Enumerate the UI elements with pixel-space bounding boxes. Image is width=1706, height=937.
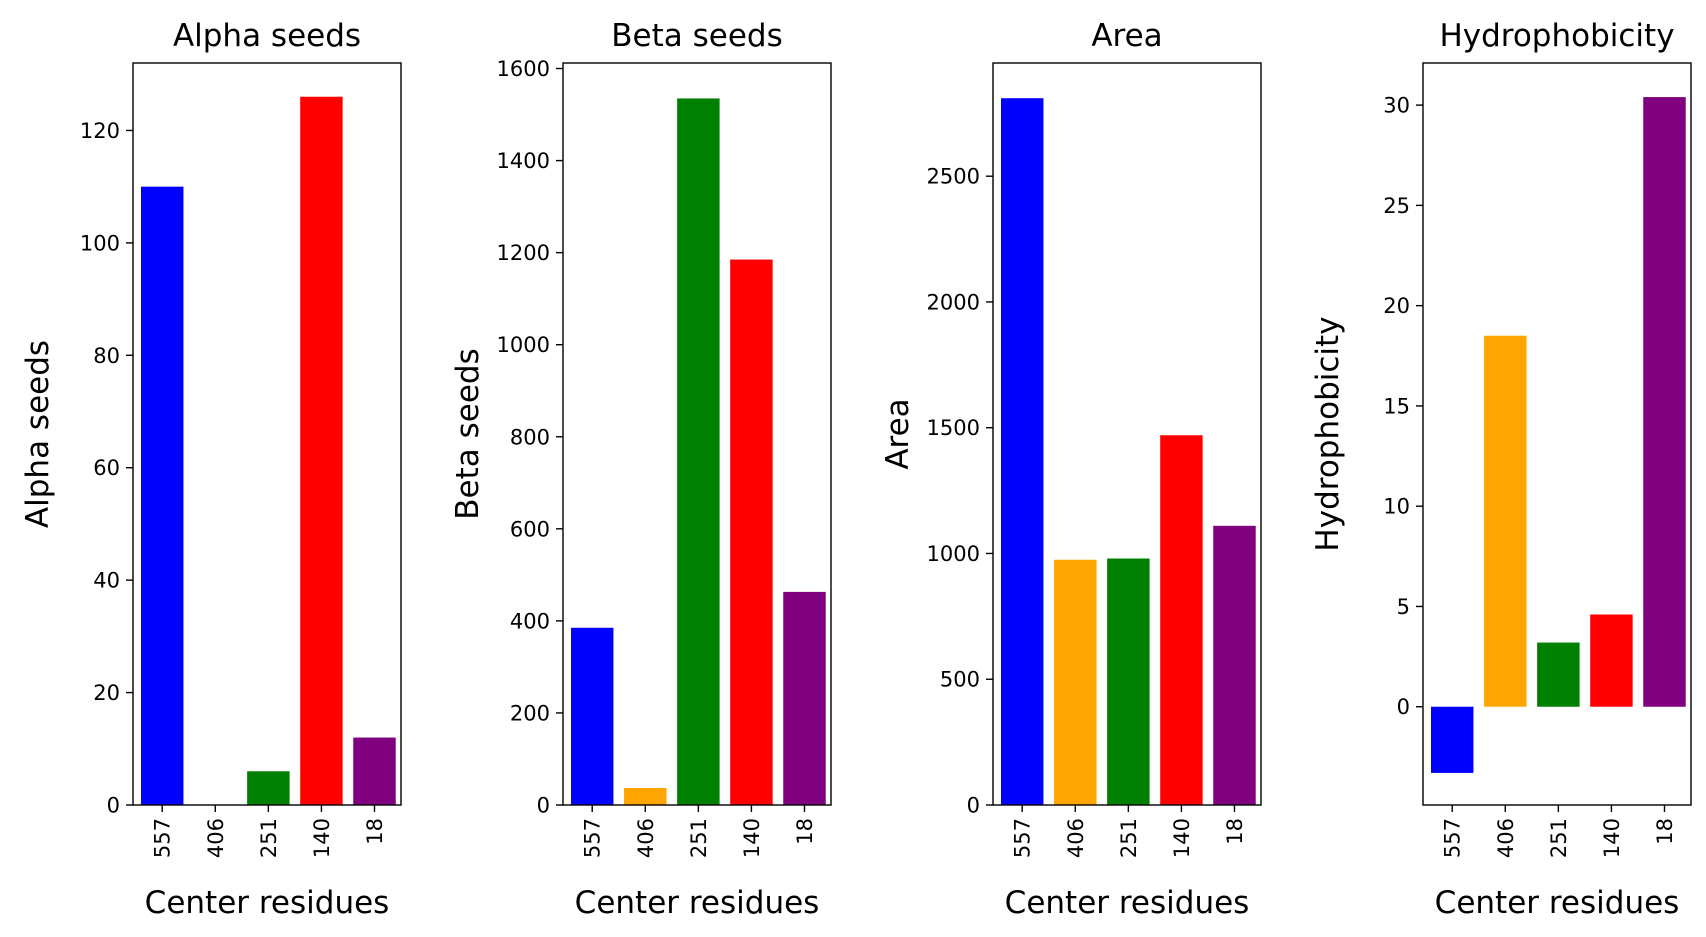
- x-tick-label: 140: [1170, 818, 1194, 858]
- y-axis-label: Beta seeds: [450, 348, 486, 519]
- x-tick-label: 406: [204, 818, 228, 858]
- chart-panel-4: 0 5 10 15 20 25 30 557 406 251 140 18 Hydrophobicity…: [1310, 18, 1692, 921]
- y-tick-label: 80: [93, 344, 120, 368]
- chart-panel-3: 0 500 1000 1500 2000 2500 557 406 251 140 18 Area Ce…: [880, 18, 1262, 921]
- y-tick-label: 1500: [927, 416, 980, 440]
- x-tick-label: 140: [740, 818, 764, 858]
- y-tick-label: 1200: [497, 241, 550, 265]
- bar-557: [1000, 98, 1044, 805]
- x-tick-label: 557: [581, 818, 605, 858]
- panel-title: Area: [1091, 18, 1162, 54]
- y-tick-label: 800: [510, 425, 550, 449]
- x-tick-label: 406: [1064, 818, 1088, 858]
- bar-557: [140, 186, 184, 806]
- x-tick-label: 18: [793, 818, 817, 845]
- bar-18: [353, 737, 396, 805]
- y-tick-label: 600: [510, 517, 550, 541]
- bar-140: [730, 259, 773, 805]
- bar-251: [247, 771, 290, 805]
- x-tick-label: 557: [151, 818, 175, 858]
- y-axis-label: Hydrophobicity: [1310, 316, 1346, 551]
- y-tick-label: 1400: [497, 149, 550, 173]
- axes-frame: [1422, 62, 1692, 806]
- bar-406: [1484, 335, 1527, 707]
- x-tick-label: 251: [1117, 818, 1141, 858]
- bar-251: [677, 98, 720, 805]
- bar-18: [783, 591, 826, 805]
- y-tick-label: 15: [1383, 394, 1410, 418]
- y-tick-label: 2000: [927, 290, 980, 314]
- y-axis-label: Alpha seeds: [20, 340, 56, 528]
- y-tick-label: 0: [537, 794, 550, 818]
- y-tick-label: 2500: [927, 165, 980, 189]
- axes-frame: [132, 62, 402, 806]
- y-tick-label: 1000: [927, 542, 980, 566]
- panel-title: Hydrophobicity: [1439, 18, 1674, 54]
- y-tick-label: 100: [80, 231, 120, 255]
- y-tick-label: 0: [1397, 695, 1410, 719]
- y-tick-label: 0: [107, 794, 120, 818]
- x-axis-label: Center residues: [1435, 885, 1680, 921]
- bar-18: [1643, 97, 1686, 707]
- y-tick-label: 120: [80, 119, 120, 143]
- y-tick-label: 400: [510, 609, 550, 633]
- y-tick-label: 60: [93, 456, 120, 480]
- bar-140: [1590, 614, 1633, 707]
- panel-title: Alpha seeds: [173, 18, 361, 54]
- bar-557: [570, 627, 614, 805]
- bar-251: [1107, 558, 1150, 805]
- bar-406: [1054, 559, 1097, 805]
- x-tick-label: 18: [363, 818, 387, 845]
- x-axis-label: Center residues: [575, 885, 820, 921]
- x-tick-label: 557: [1011, 818, 1035, 858]
- y-tick-label: 40: [93, 569, 120, 593]
- x-tick-label: 18: [1653, 818, 1677, 845]
- x-tick-label: 251: [257, 818, 281, 858]
- y-tick-label: 5: [1397, 595, 1410, 619]
- axes-frame: [992, 62, 1262, 806]
- bar-18: [1213, 525, 1256, 805]
- bar-140: [300, 96, 343, 806]
- y-tick-label: 1600: [497, 57, 550, 81]
- y-tick-label: 500: [940, 668, 980, 692]
- x-axis-label: Center residues: [145, 885, 390, 921]
- x-tick-label: 251: [1547, 818, 1571, 858]
- x-tick-label: 18: [1223, 818, 1247, 845]
- chart-panel-2: 0 200 400 600 800 1000 1200 1400 1600 557 406 251 14…: [450, 18, 832, 921]
- y-tick-label: 20: [1383, 294, 1410, 318]
- y-axis-label: Area: [880, 398, 916, 469]
- y-tick-label: 200: [510, 701, 550, 725]
- x-axis-label: Center residues: [1005, 885, 1250, 921]
- x-tick-label: 140: [1600, 818, 1624, 858]
- y-tick-label: 0: [967, 794, 980, 818]
- y-tick-label: 20: [93, 681, 120, 705]
- y-tick-label: 30: [1383, 94, 1410, 118]
- bar-251: [1537, 642, 1580, 707]
- x-tick-label: 557: [1441, 818, 1465, 858]
- panel-title: Beta seeds: [611, 18, 782, 54]
- x-tick-label: 140: [310, 818, 334, 858]
- bar-406: [624, 787, 667, 805]
- y-tick-label: 10: [1383, 495, 1410, 519]
- bar-140: [1160, 435, 1203, 805]
- axes-frame: [562, 62, 832, 806]
- x-tick-label: 406: [1494, 818, 1518, 858]
- bar-557: [1430, 706, 1474, 773]
- chart-panel-1: 0 20 40 60 80 100 120 557 406 251 140 18 Alpha seeds…: [20, 18, 402, 921]
- x-tick-label: 406: [634, 818, 658, 858]
- y-tick-label: 25: [1383, 194, 1410, 218]
- y-tick-label: 1000: [497, 333, 550, 357]
- x-tick-label: 251: [687, 818, 711, 858]
